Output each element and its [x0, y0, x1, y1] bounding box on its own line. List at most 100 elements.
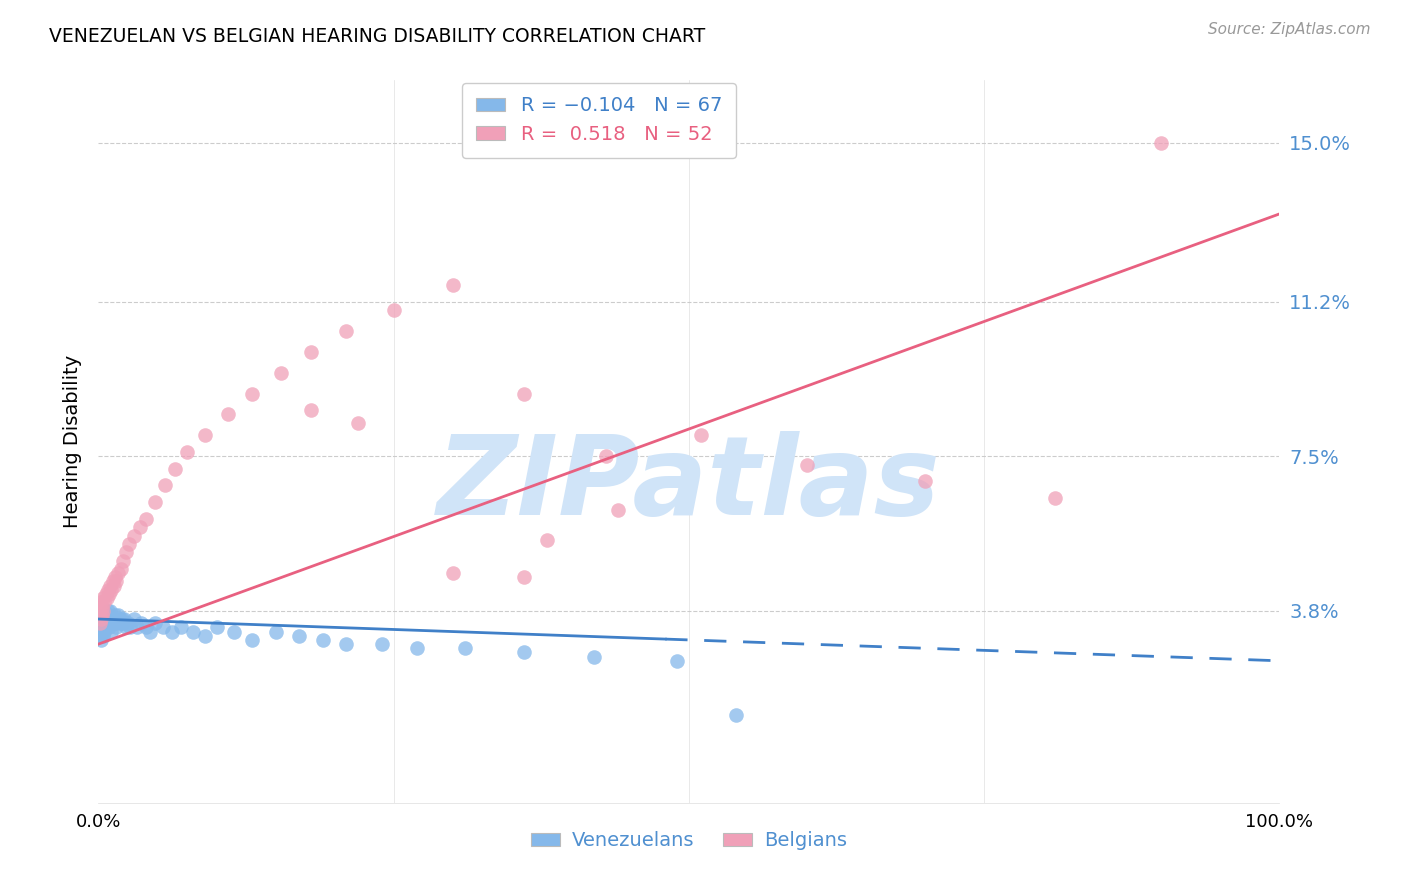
Text: ZIPatlas: ZIPatlas [437, 432, 941, 539]
Point [160, 624, 183, 639]
Point [453, 641, 475, 656]
Point [217, 408, 239, 422]
Point [335, 637, 357, 651]
Text: Source: ZipAtlas.com: Source: ZipAtlas.com [1208, 22, 1371, 37]
Point [98, 607, 121, 622]
Point [90, 604, 112, 618]
Point [101, 574, 124, 589]
Point [120, 620, 142, 634]
Point [536, 533, 558, 547]
Point [107, 607, 129, 622]
Point [128, 520, 150, 534]
Point [224, 624, 246, 639]
Point [118, 537, 141, 551]
Point [595, 449, 617, 463]
Point [165, 461, 187, 475]
Point [181, 624, 204, 639]
Point [152, 620, 174, 634]
Point [107, 566, 129, 580]
Point [114, 620, 136, 634]
Point [135, 512, 157, 526]
Point [101, 612, 124, 626]
Point [91, 607, 114, 622]
Point [103, 616, 125, 631]
Point [205, 620, 228, 634]
Point [100, 624, 122, 639]
Point [194, 428, 217, 442]
Point [153, 478, 176, 492]
Point [91, 616, 114, 631]
Point [98, 587, 121, 601]
Point [105, 616, 128, 631]
Point [94, 587, 117, 601]
Legend: Venezuelans, Belgians: Venezuelans, Belgians [523, 823, 855, 858]
Point [135, 620, 157, 634]
Point [110, 562, 132, 576]
Point [91, 624, 114, 639]
Point [299, 344, 322, 359]
Point [96, 616, 118, 631]
Y-axis label: Hearing Disability: Hearing Disability [63, 355, 82, 528]
Point [89, 595, 111, 609]
Point [347, 416, 370, 430]
Point [583, 649, 606, 664]
Point [93, 624, 115, 639]
Point [91, 620, 114, 634]
Point [689, 428, 711, 442]
Point [90, 612, 112, 626]
Point [406, 641, 429, 656]
Point [98, 612, 121, 626]
Point [112, 553, 135, 567]
Point [139, 624, 162, 639]
Point [93, 607, 115, 622]
Point [127, 620, 149, 634]
Point [98, 604, 121, 618]
Point [288, 629, 311, 643]
Point [312, 632, 335, 647]
Point [666, 654, 689, 668]
Point [194, 629, 217, 643]
Point [100, 616, 122, 631]
Point [103, 579, 125, 593]
Point [90, 632, 112, 647]
Point [176, 445, 198, 459]
Point [89, 629, 111, 643]
Text: VENEZUELAN VS BELGIAN HEARING DISABILITY CORRELATION CHART: VENEZUELAN VS BELGIAN HEARING DISABILITY… [49, 27, 706, 45]
Point [108, 612, 131, 626]
Point [105, 612, 128, 626]
Point [122, 528, 145, 542]
Point [1150, 136, 1173, 150]
Point [90, 616, 112, 631]
Point [264, 624, 287, 639]
Point [240, 632, 263, 647]
Point [1043, 491, 1066, 505]
Point [512, 570, 534, 584]
Point [105, 620, 128, 634]
Point [96, 591, 118, 606]
Point [111, 612, 134, 626]
Point [91, 591, 114, 606]
Point [97, 604, 120, 618]
Point [96, 607, 118, 622]
Point [796, 458, 818, 472]
Point [110, 616, 132, 631]
Point [512, 386, 534, 401]
Point [104, 570, 127, 584]
Point [93, 595, 115, 609]
Point [89, 616, 111, 631]
Point [914, 474, 936, 488]
Point [91, 599, 114, 614]
Point [122, 612, 145, 626]
Point [170, 620, 193, 634]
Point [100, 582, 122, 597]
Point [117, 616, 139, 631]
Point [89, 620, 111, 634]
Point [93, 616, 115, 631]
Point [112, 616, 135, 631]
Point [104, 607, 127, 622]
Point [335, 324, 357, 338]
Point [91, 629, 114, 643]
Point [299, 403, 322, 417]
Point [89, 624, 111, 639]
Point [91, 604, 114, 618]
